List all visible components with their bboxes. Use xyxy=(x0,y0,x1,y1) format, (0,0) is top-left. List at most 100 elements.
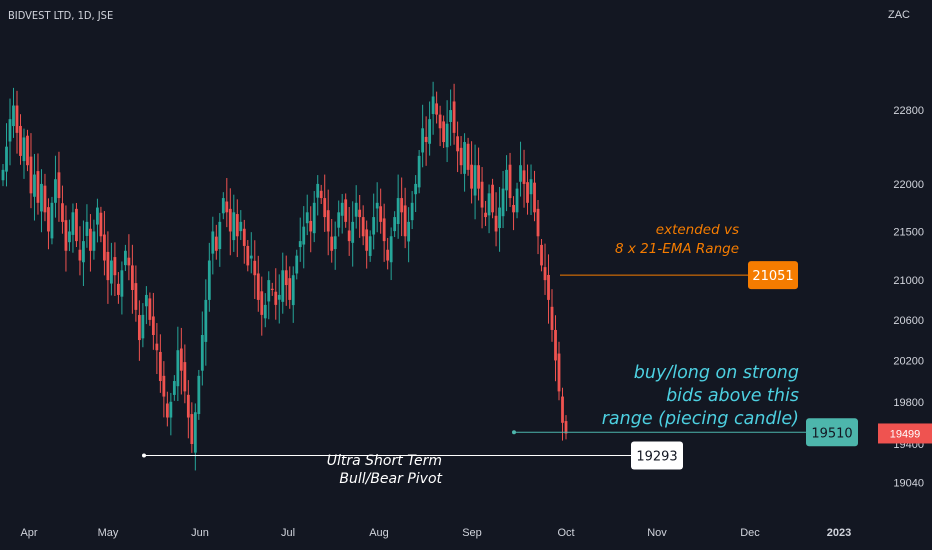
candle-body xyxy=(529,179,533,195)
candle-body xyxy=(365,229,369,251)
candle-body xyxy=(50,202,54,239)
candle-body xyxy=(347,230,351,242)
x-tick-label: Jun xyxy=(191,527,209,539)
candle-body xyxy=(270,288,274,290)
candle-body xyxy=(449,110,453,122)
candle-body xyxy=(466,143,470,170)
candle-body xyxy=(200,335,204,371)
candle-body xyxy=(253,260,257,276)
candle-body xyxy=(540,244,543,266)
candle-body xyxy=(281,270,285,302)
candle-body xyxy=(204,299,208,342)
candle-body xyxy=(463,142,466,174)
candle-body xyxy=(550,306,554,330)
candle-body xyxy=(421,128,425,153)
candle-body xyxy=(312,202,316,234)
candle-body xyxy=(75,208,78,242)
buy-level-anchor xyxy=(512,430,516,435)
candle-body xyxy=(5,146,8,172)
y-tick-label: 20600 xyxy=(893,315,924,327)
last-price-tag xyxy=(878,423,932,444)
candle-body xyxy=(438,114,442,129)
buy-note-line-3: range (piecing candle) xyxy=(601,409,799,429)
candle-body xyxy=(221,198,225,214)
candle-body xyxy=(319,190,323,199)
candle-body xyxy=(487,193,491,216)
candle-body xyxy=(127,257,131,266)
y-tick-label: 19800 xyxy=(893,397,924,409)
candle-body xyxy=(561,396,564,423)
candle-body xyxy=(179,348,183,371)
candle-body xyxy=(228,208,232,232)
candle-body xyxy=(340,202,344,216)
ema-level-label: 21051 xyxy=(752,269,793,284)
candle-body xyxy=(459,147,463,166)
candle-body xyxy=(242,228,246,246)
candle-body xyxy=(526,182,529,203)
candle-body xyxy=(19,125,22,156)
x-tick-label: Jul xyxy=(281,527,295,539)
candle-body xyxy=(533,182,536,213)
candle-body xyxy=(372,217,376,235)
candle-body xyxy=(330,236,334,251)
candle-body xyxy=(323,198,327,218)
candle-body xyxy=(225,201,229,213)
candle-body xyxy=(12,105,15,127)
candle-body xyxy=(288,278,292,300)
candle-body xyxy=(26,135,29,166)
candle-body xyxy=(337,212,341,228)
candle-body xyxy=(354,202,358,217)
candle-body xyxy=(71,212,75,235)
candle-body xyxy=(505,169,508,191)
pivot-level-anchor xyxy=(142,453,146,458)
candle-body xyxy=(431,96,435,114)
candle-body xyxy=(267,280,271,302)
candle-body xyxy=(141,314,145,339)
candle-body xyxy=(417,155,421,188)
candle-body xyxy=(249,255,253,259)
candle-body xyxy=(43,185,47,213)
x-tick-label: Sep xyxy=(462,527,482,539)
candle-body xyxy=(22,137,26,162)
candle-body xyxy=(333,236,337,250)
candle-body xyxy=(151,316,155,336)
candle-body xyxy=(120,270,124,297)
buy-level-label-box xyxy=(806,418,858,447)
buy-level-label: 19510 xyxy=(811,426,852,441)
candle-body xyxy=(193,412,197,453)
candle-body xyxy=(484,212,487,218)
candle-body xyxy=(144,294,148,307)
candle-body xyxy=(207,260,211,300)
candle-body xyxy=(547,274,550,300)
candle-body xyxy=(480,181,484,208)
candle-body xyxy=(197,375,201,414)
candle-body xyxy=(382,218,386,242)
candle-body xyxy=(557,353,561,392)
candle-body xyxy=(260,291,264,315)
x-tick-label: Apr xyxy=(20,527,37,539)
candle-body xyxy=(491,184,494,213)
candle-body xyxy=(316,183,320,198)
candle-body xyxy=(239,221,243,232)
candle-body xyxy=(54,179,57,203)
candle-body xyxy=(393,217,397,232)
candle-body xyxy=(414,183,418,195)
candle-body xyxy=(78,249,82,261)
candle-body xyxy=(501,188,505,217)
candle-body xyxy=(386,249,390,261)
candle-body xyxy=(29,156,33,194)
ema-note-line-1: extended vs xyxy=(655,222,739,238)
candle-body xyxy=(116,283,120,295)
candle-body xyxy=(106,251,110,281)
candle-body xyxy=(1,169,5,181)
candle-body xyxy=(190,414,194,445)
candle-body xyxy=(232,212,236,241)
candle-body xyxy=(410,202,414,221)
candle-body xyxy=(134,283,138,310)
candle-body xyxy=(162,375,166,397)
y-tick-label: 21500 xyxy=(893,226,924,238)
buy-note-line-2: bids above this xyxy=(666,386,799,406)
candle-body xyxy=(473,165,477,196)
candle-body xyxy=(379,206,383,222)
